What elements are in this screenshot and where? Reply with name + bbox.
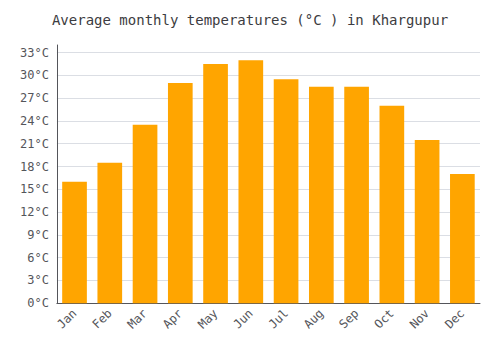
svg-text:18°C: 18°C (20, 160, 49, 174)
svg-text:Sep: Sep (336, 306, 361, 331)
svg-text:Oct: Oct (372, 306, 397, 331)
svg-text:24°C: 24°C (20, 114, 49, 128)
svg-text:0°C: 0°C (27, 296, 49, 310)
svg-text:Aug: Aug (301, 306, 326, 331)
svg-text:15°C: 15°C (20, 182, 49, 196)
svg-text:Apr: Apr (160, 306, 185, 331)
svg-text:Feb: Feb (90, 306, 115, 331)
svg-text:Jan: Jan (54, 306, 79, 331)
svg-text:Jul: Jul (266, 306, 291, 331)
svg-text:Mar: Mar (125, 306, 150, 331)
svg-text:Dec: Dec (442, 306, 467, 331)
svg-text:33°C: 33°C (20, 46, 49, 60)
svg-text:6°C: 6°C (27, 251, 49, 265)
svg-text:21°C: 21°C (20, 137, 49, 151)
svg-text:Nov: Nov (407, 306, 432, 331)
svg-text:12°C: 12°C (20, 205, 49, 219)
svg-text:Average monthly temperatures (: Average monthly temperatures (°C ) in Kh… (52, 12, 448, 28)
svg-text:30°C: 30°C (20, 68, 49, 82)
svg-text:9°C: 9°C (27, 228, 49, 242)
svg-text:Jun: Jun (231, 306, 256, 331)
svg-text:3°C: 3°C (27, 273, 49, 287)
svg-text:May: May (195, 306, 220, 331)
svg-text:27°C: 27°C (20, 91, 49, 105)
